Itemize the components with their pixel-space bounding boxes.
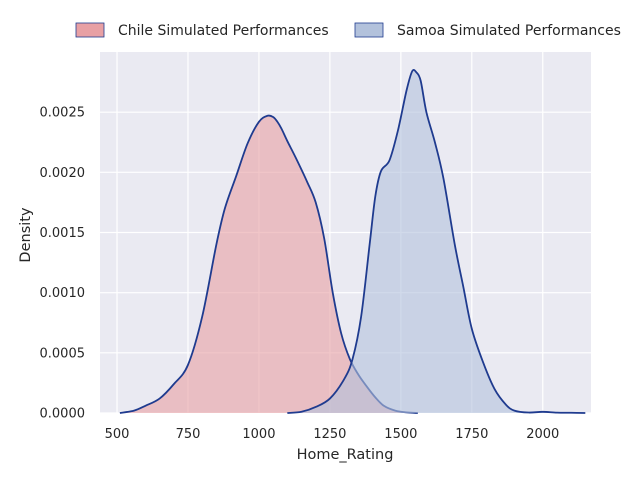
x-tick-label: 500: [105, 427, 130, 442]
x-tick-label: 750: [176, 427, 201, 442]
series-line-samoa: [287, 68, 586, 414]
legend-label-chile: Chile Simulated Performances: [118, 23, 329, 39]
x-tick-labels: 500 750 1000 1250 1500 1750 2000: [105, 427, 560, 442]
x-tick-label: 1250: [313, 427, 346, 442]
y-tick-label: 0.0000: [40, 407, 86, 422]
y-tick-labels: 0.0000 0.0005 0.0010 0.0015 0.0020 0.0025: [40, 106, 86, 422]
series-area-samoa: [287, 69, 586, 413]
y-tick-label: 0.0020: [40, 166, 86, 181]
legend-label-samoa: Samoa Simulated Performances: [397, 23, 621, 39]
legend: Chile Simulated Performances Samoa Simul…: [75, 22, 621, 39]
y-tick-label: 0.0005: [40, 346, 86, 361]
x-tick-label: 1750: [455, 427, 488, 442]
y-tick-label: 0.0025: [40, 106, 86, 121]
legend-swatch-samoa: [354, 22, 384, 38]
y-tick-label: 0.0010: [40, 286, 86, 301]
series-area-chile: [119, 115, 418, 413]
y-tick-label: 0.0015: [40, 226, 86, 241]
series-group: [119, 68, 586, 414]
x-axis-label: Home_Rating: [297, 447, 394, 463]
x-tick-label: 2000: [526, 427, 559, 442]
x-tick-label: 1000: [242, 427, 275, 442]
legend-swatch-chile: [75, 22, 105, 38]
y-axis-label: Density: [18, 207, 34, 263]
x-tick-label: 1500: [384, 427, 417, 442]
